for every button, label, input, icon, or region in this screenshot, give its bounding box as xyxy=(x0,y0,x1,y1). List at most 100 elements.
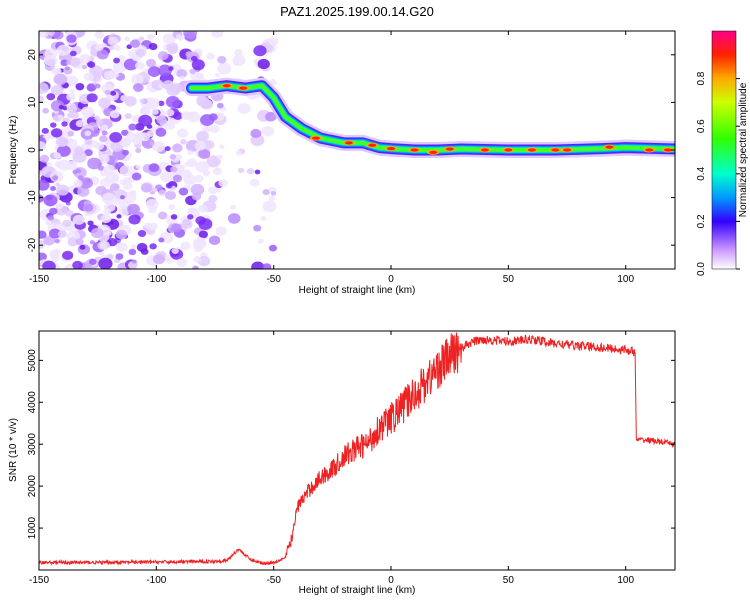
noise-speckle xyxy=(41,127,49,134)
noise-speckle xyxy=(94,31,105,39)
noise-speckle xyxy=(187,150,194,155)
noise-speckle xyxy=(110,174,119,182)
noise-speckle xyxy=(52,31,64,40)
noise-speckle xyxy=(56,184,70,196)
noise-speckle xyxy=(147,66,161,77)
noise-speckle xyxy=(183,31,198,39)
noise-speckle xyxy=(130,39,140,48)
noise-speckle xyxy=(218,179,229,188)
noise-speckle xyxy=(268,195,276,202)
x-tick-label: 100 xyxy=(617,575,634,586)
noise-speckle xyxy=(48,228,61,239)
colorbar-ticks: 0.0 0.2 0.4 0.6 0.8 xyxy=(696,71,740,276)
noise-speckle xyxy=(131,172,142,181)
noise-speckle xyxy=(230,204,237,210)
noise-speckle xyxy=(114,106,121,111)
noise-speckle xyxy=(234,48,243,57)
noise-speckle xyxy=(158,189,167,196)
noise-speckle xyxy=(149,243,157,250)
noise-speckle xyxy=(113,198,122,206)
noise-speckle xyxy=(80,106,94,118)
colorbar-gradient xyxy=(711,30,737,270)
x-tick-label: -50 xyxy=(266,274,281,285)
noise-speckle xyxy=(62,250,74,261)
noise-speckle xyxy=(172,143,183,153)
x-tick-label: -100 xyxy=(146,575,166,586)
ridge-hotspot-core xyxy=(344,141,353,145)
noise-speckle xyxy=(101,124,109,131)
y-tick-label: 2000 xyxy=(27,475,38,498)
noise-speckle xyxy=(50,186,56,191)
noise-speckle xyxy=(128,214,141,225)
noise-speckle xyxy=(66,93,76,101)
y-tick-label: 3000 xyxy=(27,433,38,456)
noise-speckle xyxy=(39,179,50,191)
spectrogram-y-ticks: -20 -10 0 10 20 xyxy=(27,49,675,252)
noise-speckle xyxy=(206,52,215,60)
noise-speckle xyxy=(194,175,204,183)
noise-speckle xyxy=(82,65,88,70)
noise-speckle xyxy=(139,98,145,104)
noise-speckle xyxy=(115,229,128,240)
noise-speckle xyxy=(99,135,108,143)
noise-speckle xyxy=(107,36,119,46)
noise-speckle xyxy=(106,231,112,236)
noise-speckle xyxy=(89,258,97,266)
noise-speckle xyxy=(45,220,52,226)
snr-y-ticks: 1000 2000 3000 4000 5000 xyxy=(27,349,675,539)
noise-speckle xyxy=(181,219,193,229)
noise-speckle xyxy=(103,164,115,175)
noise-speckle xyxy=(61,121,68,127)
y-tick-label: -10 xyxy=(27,190,38,205)
noise-speckle xyxy=(109,132,122,143)
noise-speckle xyxy=(39,95,44,104)
noise-speckle xyxy=(130,74,144,85)
noise-speckle xyxy=(118,206,130,216)
noise-speckle xyxy=(145,198,159,210)
noise-speckle xyxy=(184,162,190,167)
noise-speckle xyxy=(39,239,46,249)
y-tick-label: 20 xyxy=(27,49,38,61)
noise-speckle xyxy=(98,97,111,109)
noise-speckle xyxy=(157,50,169,61)
noise-speckle xyxy=(193,256,202,263)
noise-speckle xyxy=(128,248,137,256)
ridge-hotspot-core xyxy=(368,143,377,147)
x-tick-label: -100 xyxy=(146,274,166,285)
noise-speckle xyxy=(176,258,188,267)
noise-speckle xyxy=(51,67,62,76)
snr-y-label: SNR (10 * v/v) xyxy=(8,418,19,482)
noise-speckle xyxy=(171,247,179,255)
noise-speckle xyxy=(140,182,153,193)
noise-speckle xyxy=(53,248,61,256)
colorbar-tick-label: 0.0 xyxy=(696,262,707,276)
noise-speckle xyxy=(124,36,130,42)
noise-speckle xyxy=(144,222,153,229)
noise-speckle xyxy=(216,102,224,109)
noise-speckle xyxy=(124,96,137,107)
noise-speckle xyxy=(165,109,175,117)
y-tick-label: 0 xyxy=(27,147,38,153)
noise-speckle xyxy=(145,58,157,68)
noise-speckle xyxy=(214,73,220,78)
x-tick-label: 0 xyxy=(388,274,394,285)
noise-speckle xyxy=(194,141,206,151)
noise-speckle xyxy=(57,230,67,238)
noise-speckle xyxy=(110,90,117,96)
y-tick-label: 4000 xyxy=(27,391,38,414)
noise-speckle xyxy=(160,171,173,182)
y-tick-label: 1000 xyxy=(27,517,38,540)
noise-speckle xyxy=(66,34,77,43)
noise-speckle xyxy=(96,49,109,60)
noise-speckle xyxy=(262,200,277,213)
noise-speckle xyxy=(168,204,176,210)
snr-series-line xyxy=(39,332,675,566)
noise-speckle xyxy=(113,60,128,73)
noise-speckle xyxy=(75,238,84,246)
noise-speckle xyxy=(69,50,77,57)
noise-speckle xyxy=(262,189,270,196)
noise-speckle xyxy=(131,115,141,123)
ridge-hotspot-core xyxy=(663,148,672,152)
noise-speckle xyxy=(66,160,78,171)
